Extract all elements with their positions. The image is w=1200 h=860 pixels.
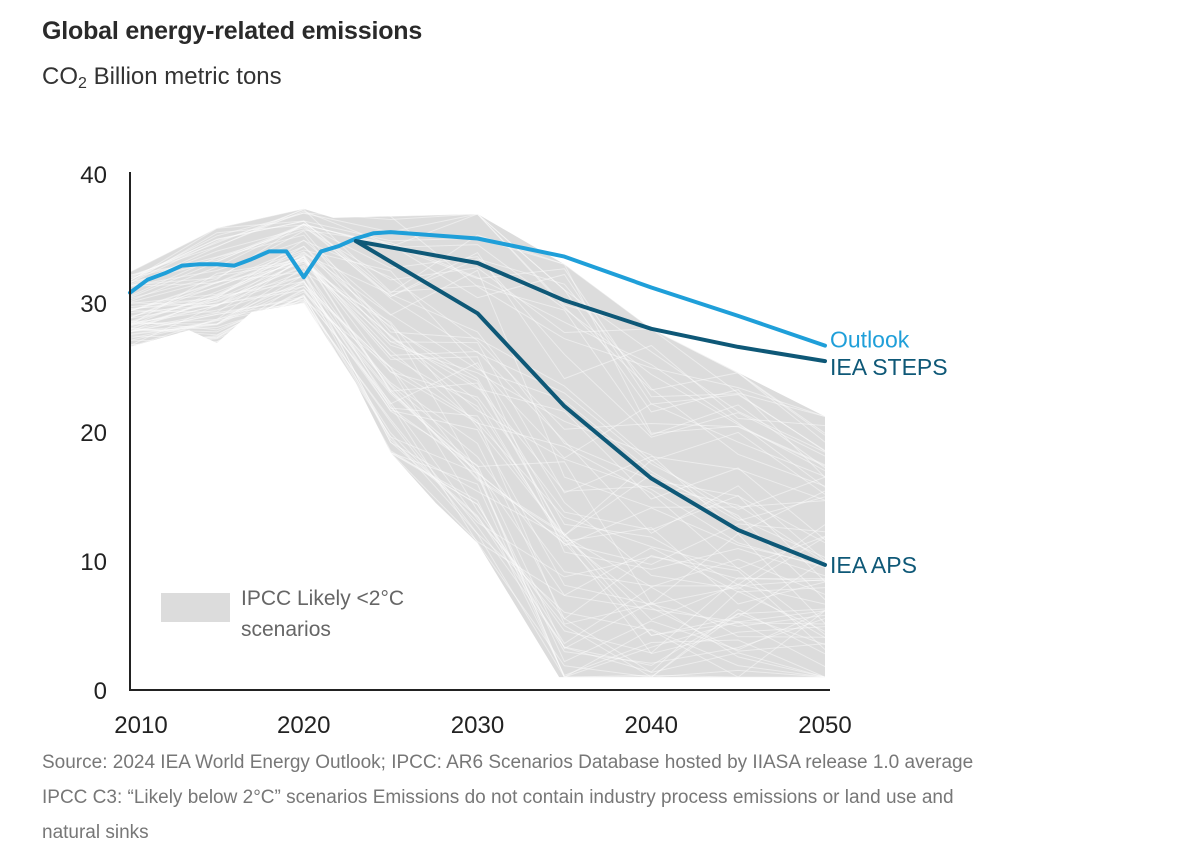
- scenario-line: [130, 300, 825, 678]
- legend-label-line1: IPCC Likely <2°C: [241, 587, 404, 610]
- ipcc-band-layer: [130, 208, 825, 678]
- scenario-texture-layer: [130, 208, 825, 678]
- scenario-line: [130, 280, 825, 678]
- scenario-line: [130, 213, 825, 478]
- scenario-line: [130, 275, 825, 590]
- scenario-line: [130, 260, 825, 562]
- y-tick-label: 30: [80, 291, 107, 318]
- scenario-line: [130, 254, 825, 534]
- scenario-line: [130, 285, 825, 637]
- scenario-line: [130, 289, 825, 621]
- scenario-line: [130, 283, 825, 654]
- series-line-iea-aps: [353, 239, 827, 567]
- scenario-line: [130, 259, 825, 570]
- scenario-line: [130, 212, 825, 417]
- subtitle-subscript: 2: [78, 75, 87, 92]
- series-line-outlook: [128, 230, 827, 348]
- scenario-line: [130, 227, 825, 436]
- chart-subtitle: CO2 Billion metric tons: [42, 63, 282, 93]
- scenario-line: [130, 256, 825, 624]
- scenario-line: [130, 208, 825, 469]
- scenario-line: [130, 245, 825, 586]
- scenario-line: [130, 255, 825, 595]
- ipcc-scenario-band: [130, 208, 825, 678]
- scenario-line: [130, 208, 825, 443]
- scenario-line: [130, 281, 825, 596]
- scenario-line: [130, 251, 825, 508]
- source-note: Source: 2024 IEA World Energy Outlook; I…: [42, 745, 1182, 850]
- scenario-line: [130, 266, 825, 636]
- scenario-line: [130, 274, 825, 673]
- series-label-iea-steps: IEA STEPS: [830, 354, 948, 380]
- scenario-line: [130, 286, 825, 627]
- scenario-line: [130, 249, 825, 477]
- y-tick-label: 0: [94, 678, 107, 705]
- y-tick-label: 20: [80, 420, 107, 447]
- scenario-line: [130, 256, 825, 605]
- scenario-line: [130, 251, 825, 566]
- y-tick-label: 10: [80, 549, 107, 576]
- scenario-line: [130, 259, 825, 568]
- x-tick-label: 2010: [114, 712, 167, 739]
- scenario-line: [130, 210, 825, 452]
- scenario-line: [130, 208, 825, 417]
- scenario-lines: [130, 208, 825, 678]
- scenario-line: [130, 296, 825, 678]
- series-line-iea-steps: [353, 239, 827, 364]
- scenario-line: [130, 220, 825, 427]
- legend-swatch-ipcc: [161, 593, 230, 622]
- source-line-2: IPCC C3: “Likely below 2°C” scenarios Em…: [42, 787, 954, 808]
- scenario-line: [130, 275, 825, 587]
- x-tick-label: 2020: [277, 712, 330, 739]
- scenario-line: [130, 224, 825, 457]
- scenario-line: [130, 239, 825, 522]
- scenario-line: [130, 224, 825, 452]
- scenario-line: [130, 271, 825, 600]
- scenario-line: [130, 256, 825, 582]
- scenario-line: [130, 260, 825, 567]
- series-label-iea-aps: IEA APS: [830, 552, 917, 578]
- series-label-outlook: Outlook: [830, 327, 910, 353]
- scenario-line: [130, 281, 825, 635]
- legend-label-line2: scenarios: [241, 618, 331, 641]
- scenario-line: [130, 302, 825, 678]
- scenario-line: [130, 264, 825, 558]
- source-line-1: Source: 2024 IEA World Energy Outlook; I…: [42, 752, 974, 773]
- x-tick-label: 2050: [798, 712, 851, 739]
- scenario-line: [130, 220, 825, 466]
- scenario-line: [130, 234, 825, 541]
- y-tick-label: 40: [80, 162, 107, 189]
- scenario-line: [130, 298, 825, 623]
- source-line-3: natural sinks: [42, 822, 149, 843]
- scenario-line: [130, 245, 825, 501]
- subtitle-units: Billion metric tons: [86, 63, 282, 90]
- scenario-line: [130, 302, 825, 667]
- scenario-line: [130, 212, 825, 453]
- legend: IPCC Likely <2°C scenarios: [161, 587, 404, 641]
- scenario-line: [130, 229, 825, 488]
- x-tick-label: 2030: [451, 712, 504, 739]
- scenario-line: [130, 262, 825, 563]
- scenario-line: [130, 223, 825, 472]
- x-tick-label: 2040: [625, 712, 678, 739]
- scenario-line: [130, 258, 825, 577]
- scenario-line: [130, 265, 825, 652]
- subtitle-co: CO: [42, 63, 78, 90]
- scenario-line: [130, 225, 825, 487]
- scenario-line: [130, 270, 825, 655]
- scenario-line: [130, 253, 825, 544]
- chart-title: Global energy-related emissions: [42, 17, 423, 45]
